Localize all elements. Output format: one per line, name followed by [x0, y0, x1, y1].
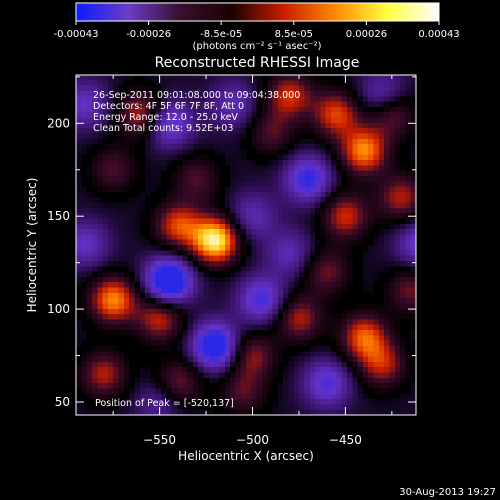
colorbar-tick-label: 0.00026: [346, 29, 387, 40]
colorbar-units: (photons cm⁻² s⁻¹ asec⁻²): [192, 41, 321, 52]
annotation-clean-counts: Clean Total counts: 9.52E+03: [93, 123, 233, 134]
heatmap-image: [76, 75, 416, 415]
colorbar-tick-label: 0.00043: [418, 29, 459, 40]
colorbar-tick-label: 8.5e-05: [275, 29, 313, 40]
plot-frame: [75, 74, 417, 416]
y-tick-label: 150: [47, 209, 70, 223]
y-tick-label: 50: [55, 395, 70, 409]
plot-area: [75, 74, 417, 416]
chart-title: Reconstructed RHESSI Image: [155, 55, 360, 71]
colorbar-tick-label: -8.5e-05: [200, 29, 242, 40]
annotation-time-range: 26-Sep-2011 09:01:08.000 to 09:04:38.000: [93, 90, 300, 101]
axis-ticks: −550 −500 −450 50 100 150 200: [47, 75, 416, 447]
x-tick-label: −450: [329, 433, 362, 447]
peak-position-label: Position of Peak = [-520,137]: [95, 398, 234, 409]
x-tick-label: −550: [143, 433, 176, 447]
colorbar-ticks: -0.00043 -0.00026 -8.5e-05 8.5e-05 0.00026 0.…: [54, 21, 460, 40]
y-tick-label: 100: [47, 302, 70, 316]
colorbar-tick-label: -0.00043: [54, 29, 99, 40]
x-tick-label: −500: [236, 433, 269, 447]
annotation-energy-range: Energy Range: 12.0 - 25.0 keV: [93, 112, 238, 123]
y-axis-label: Heliocentric Y (arcsec): [25, 178, 39, 313]
x-axis-label: Heliocentric X (arcsec): [178, 449, 314, 463]
generation-timestamp: 30-Aug-2013 19:27: [399, 487, 496, 498]
colorbar-tick-label: -0.00026: [126, 29, 171, 40]
colorbar: [75, 2, 440, 22]
y-tick-label: 200: [47, 116, 70, 130]
annotation-detectors: Detectors: 4F 5F 6F 7F 8F, Att 0: [93, 101, 244, 112]
